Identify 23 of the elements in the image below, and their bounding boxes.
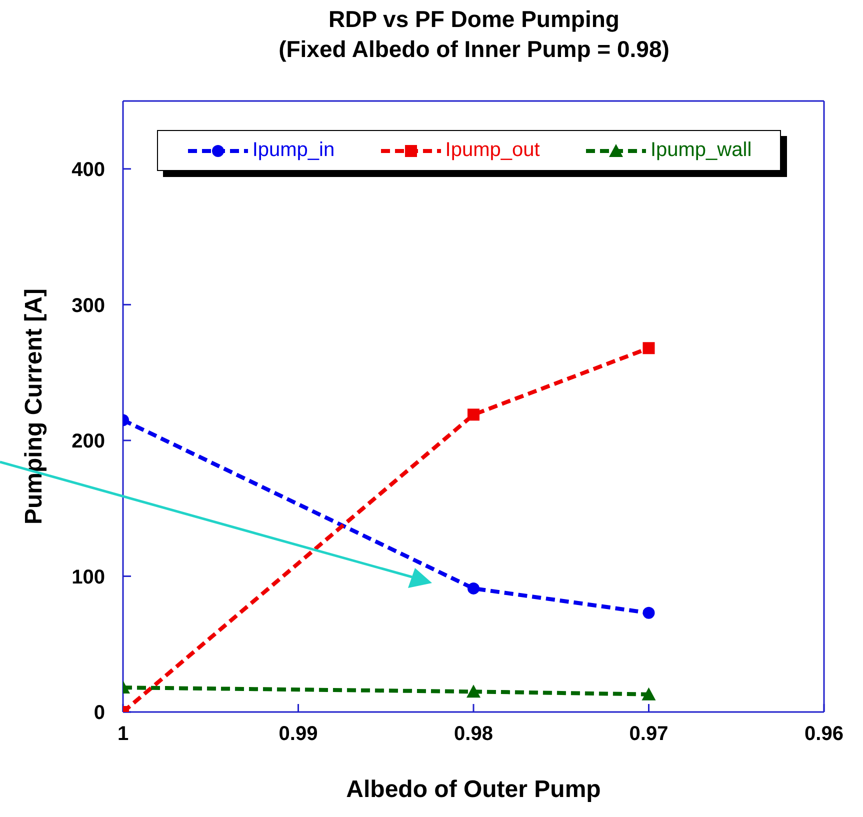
x-tick-label: 1: [117, 723, 129, 746]
legend-label: Ipump_out: [445, 139, 540, 162]
point: [468, 408, 480, 421]
y-tick-label: 400: [72, 158, 105, 181]
y-tick-label: 300: [72, 294, 105, 317]
point: [642, 606, 655, 619]
x-tick-label: 0.96: [804, 723, 844, 746]
x-tick-label: 0.99: [278, 723, 318, 746]
y-tick-label: 200: [72, 430, 105, 453]
legend-label: Ipump_wall: [650, 139, 752, 162]
chart-title: RDP vs PF Dome Pumping: [328, 5, 620, 34]
point: [642, 342, 655, 354]
x-axis-title: Albedo of Outer Pump: [346, 776, 601, 804]
legend-label: Ipump_in: [252, 139, 335, 162]
y-tick-label: 0: [94, 702, 105, 724]
y-tick-label: 100: [72, 566, 105, 588]
x-tick-label: 0.98: [454, 723, 493, 746]
point: [466, 684, 480, 698]
x-tick-label: 0.97: [629, 723, 668, 746]
y-axis-title: Pumping Current [A]: [20, 288, 48, 524]
point: [642, 687, 656, 700]
point: [468, 582, 480, 594]
chart-subtitle: (Fixed Albedo of Inner Pump = 0.98): [278, 35, 670, 64]
